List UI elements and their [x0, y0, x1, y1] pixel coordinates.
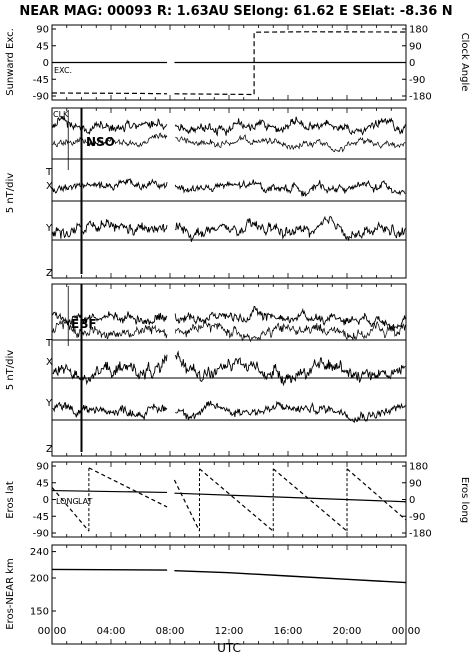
series-z-trace: [52, 215, 406, 242]
ebf-x-label: X: [46, 357, 53, 368]
x-tick-label: 00:00: [392, 626, 421, 637]
nso-z-label: Z: [46, 268, 53, 279]
ebf-t-label: T: [45, 338, 53, 349]
ylabel-nso: 5 nT/div: [5, 173, 16, 213]
series-y-trace: [52, 178, 406, 198]
left-tick-label: 0: [43, 58, 49, 69]
x-tick-label: 12:00: [215, 626, 244, 637]
nso-y-label: Y: [45, 223, 53, 234]
ebf-y-label: Y: [45, 398, 53, 409]
long-segment: [199, 468, 274, 532]
series-z-trace: [52, 400, 406, 423]
panel-nso: NSO 5 nT/div CLK T X Y Z: [5, 107, 407, 279]
ylabel-clock-angle: Clock Angle: [459, 33, 470, 92]
clk-label: CLK: [53, 110, 69, 119]
x-tick-label: 08:00: [156, 626, 185, 637]
panel-ebf: EBF 5 nT/div T X Y Z: [5, 283, 407, 457]
left-tick-label: -45: [33, 512, 49, 523]
series-t-trace: [52, 116, 406, 137]
right-tick-label: 180: [409, 462, 428, 473]
lat-label: LAT: [78, 497, 92, 506]
x-tick-label: 16:00: [274, 626, 303, 637]
left-tick-label: -45: [33, 75, 49, 86]
ylabel-eros-near: Eros-NEAR km: [5, 558, 16, 629]
ebf-z-label: Z: [46, 444, 53, 455]
right-tick-label: -180: [409, 92, 432, 103]
nso-x-label: X: [46, 181, 53, 192]
left-tick-label: -90: [33, 92, 49, 103]
left-tick-label: 200: [30, 574, 49, 585]
right-tick-label: 0: [409, 58, 415, 69]
right-tick-label: -90: [409, 75, 425, 86]
right-tick-label: 180: [409, 25, 428, 36]
right-tick-label: 90: [409, 41, 422, 52]
series-t-trace: [52, 305, 406, 332]
series-x-trace: [52, 319, 406, 343]
lat-line: [51, 489, 168, 494]
panel-eros-lat-long: Eros lat Eros long LONG LAT 90 45 0 -45 -90 1…: [5, 461, 470, 540]
panel-frame: [51, 283, 407, 457]
distance-line: [51, 568, 407, 584]
ylabel-eros-lat: Eros lat: [5, 481, 16, 519]
left-tick-label: -90: [33, 529, 49, 540]
left-tick-label: 90: [36, 462, 49, 473]
series-x-trace: [52, 132, 406, 153]
x-axis-label: UTC: [217, 641, 241, 655]
x-tick-label: 00:00: [38, 626, 67, 637]
left-tick-label: 240: [30, 547, 49, 558]
long-segment: [88, 467, 168, 508]
left-tick-label: 90: [36, 25, 49, 36]
chart-title: NEAR MAG: 00093 R: 1.63AU SElong: 61.62 …: [19, 4, 452, 19]
clock-angle-line: [51, 31, 407, 96]
long-segment: [51, 487, 90, 532]
left-tick-label: 150: [30, 607, 49, 618]
left-tick-label: 45: [36, 41, 49, 52]
panel-sunward-exc: Sunward Exc. Clock Angle EXC. 90 45 0 -45 -9…: [5, 24, 470, 103]
x-tick-label: 20:00: [333, 626, 362, 637]
long-label: LONG: [56, 497, 79, 506]
x-tick-label: 04:00: [97, 626, 126, 637]
long-segment: [272, 468, 348, 532]
ylabel-ebf: 5 nT/div: [5, 350, 16, 390]
series-y-trace: [52, 350, 406, 387]
long-segment: [346, 468, 407, 521]
left-tick-label: 0: [43, 495, 49, 506]
lat-line: [174, 492, 407, 503]
right-tick-label: 0: [409, 495, 415, 506]
right-tick-label: -90: [409, 512, 425, 523]
nso-t-label: T: [45, 167, 53, 178]
ylabel-eros-long: Eros long: [459, 477, 470, 523]
left-tick-label: 45: [36, 478, 49, 489]
x-axis: 00:00 04:00 08:00 12:00 16:00 20:00 00:00: [38, 25, 421, 644]
ylabel-sunward: Sunward Exc.: [5, 28, 16, 96]
exc-label: EXC.: [54, 66, 72, 75]
long-segment: [173, 479, 201, 532]
right-tick-label: -180: [409, 529, 432, 540]
right-tick-label: 90: [409, 478, 422, 489]
panel-frame: [51, 107, 407, 279]
